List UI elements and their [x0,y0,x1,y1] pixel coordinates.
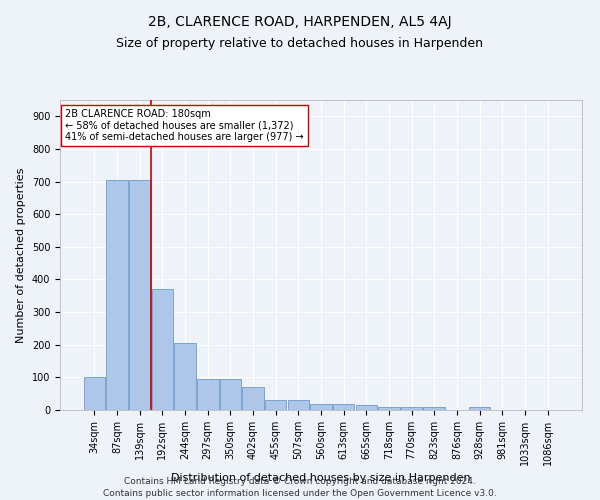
Y-axis label: Number of detached properties: Number of detached properties [16,168,26,342]
Bar [129,180,151,410]
Text: 2B CLARENCE ROAD: 180sqm
← 58% of detached houses are smaller (1,372)
41% of sem: 2B CLARENCE ROAD: 180sqm ← 58% of detach… [65,110,304,142]
Bar [265,400,286,410]
Bar [356,405,377,410]
Bar [152,290,173,410]
Bar [310,404,332,410]
Bar [84,378,105,410]
Text: 2B, CLARENCE ROAD, HARPENDEN, AL5 4AJ: 2B, CLARENCE ROAD, HARPENDEN, AL5 4AJ [148,15,452,29]
Text: Size of property relative to detached houses in Harpenden: Size of property relative to detached ho… [116,38,484,51]
Bar [378,408,400,410]
Bar [469,408,490,410]
Bar [220,379,241,410]
Text: Contains HM Land Registry data © Crown copyright and database right 2024.
Contai: Contains HM Land Registry data © Crown c… [103,476,497,498]
Bar [333,404,355,410]
Bar [175,343,196,410]
Bar [242,387,264,410]
Bar [106,180,128,410]
Bar [424,406,445,410]
Bar [197,379,218,410]
Bar [287,400,309,410]
Bar [401,408,422,410]
X-axis label: Distribution of detached houses by size in Harpenden: Distribution of detached houses by size … [171,474,471,484]
